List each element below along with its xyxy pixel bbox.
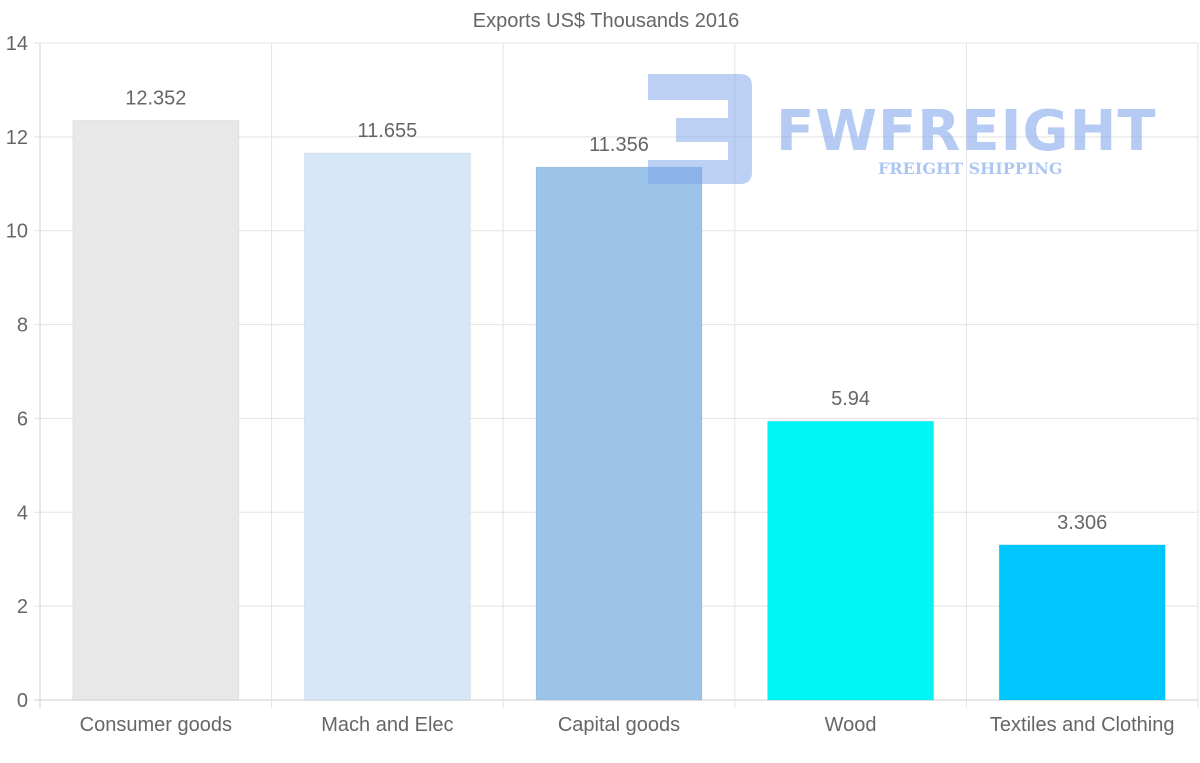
bar-mach-and-elec [303, 152, 471, 701]
bars-layer [72, 119, 1166, 701]
watermark-brand: FWFREIGHT [776, 99, 1157, 164]
bar-data-label: 12.352 [125, 87, 186, 109]
x-tick-label: Capital goods [558, 714, 680, 736]
x-tick-label: Wood [825, 714, 877, 736]
y-tick-label: 12 [6, 127, 28, 149]
fwfreight-watermark-logo: FWFREIGHT FREIGHT SHIPPING [648, 74, 1157, 184]
bar-data-label: 11.655 [358, 120, 418, 142]
y-tick-label: 0 [17, 690, 28, 712]
bar-data-label: 5.94 [831, 388, 870, 410]
tick-labels-layer: 0 2 4 6 8 10 12 14 Consumer goods Mach and Elec Ca… [6, 33, 1175, 736]
bar-capital-goods [535, 166, 703, 701]
y-tick-label: 2 [17, 596, 28, 618]
data-labels-layer: 12.352 11.655 11.356 5.94 3.306 [125, 87, 1107, 534]
bar-data-label: 3.306 [1057, 512, 1107, 534]
fwfreight-logo-mark-icon [648, 74, 752, 184]
watermark-tagline: FREIGHT SHIPPING [878, 159, 1063, 178]
bar-consumer-goods [72, 119, 240, 701]
bar-data-label: 11.356 [589, 134, 649, 156]
x-tick-label: Textiles and Clothing [990, 714, 1175, 736]
x-tick-label: Mach and Elec [321, 714, 453, 736]
y-tick-label: 10 [6, 221, 28, 243]
x-tick-label: Consumer goods [80, 714, 232, 736]
y-tick-label: 14 [6, 33, 28, 55]
bar-wood [767, 420, 935, 701]
bar-textiles-and-clothing [998, 544, 1166, 701]
y-tick-label: 6 [17, 408, 28, 430]
y-tick-label: 4 [17, 502, 28, 524]
y-tick-label: 8 [17, 315, 28, 337]
chart-title: Exports US$ Thousands 2016 [473, 10, 739, 32]
